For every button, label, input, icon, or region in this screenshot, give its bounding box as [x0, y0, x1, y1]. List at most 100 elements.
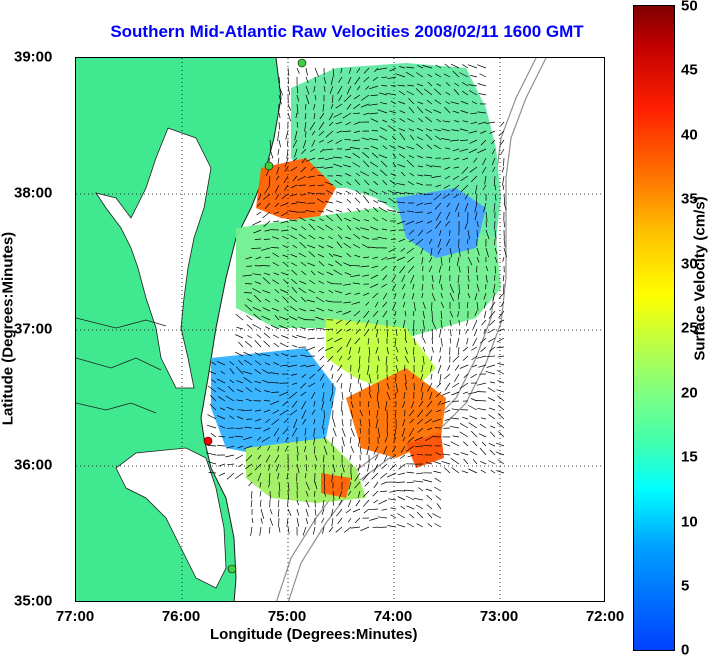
colorbar-tick: 40: [681, 126, 698, 144]
velocity-vector: [328, 121, 334, 127]
velocity-vector: [404, 373, 407, 384]
velocity-vector: [381, 283, 388, 288]
velocity-vector: [271, 391, 280, 393]
velocity-vector: [279, 409, 289, 416]
velocity-vector: [287, 490, 290, 500]
velocity-vector: [407, 118, 415, 123]
velocity-vector: [318, 121, 325, 130]
velocity-vector: [254, 369, 262, 375]
velocity-vector: [288, 210, 298, 213]
velocity-vector: [415, 238, 424, 246]
velocity-vector: [396, 524, 406, 528]
velocity-vector: [325, 201, 334, 204]
velocity-vector: [263, 427, 271, 432]
velocity-vector: [336, 508, 343, 517]
velocity-vector: [353, 310, 361, 317]
velocity-vector: [335, 260, 343, 267]
x-tick-label: 77:00: [55, 608, 95, 625]
velocity-vector: [444, 175, 451, 180]
velocity-vector: [309, 121, 316, 131]
velocity-vector: [286, 517, 289, 527]
velocity-vector: [496, 337, 505, 343]
velocity-vector: [292, 175, 298, 182]
velocity-vector: [335, 200, 343, 204]
velocity-vector: [470, 430, 478, 438]
velocity-vector: [304, 103, 307, 110]
velocity-vector: [381, 76, 388, 79]
velocity-vector: [494, 184, 496, 191]
velocity-vector: [235, 334, 244, 339]
velocity-vector: [397, 145, 406, 150]
velocity-vector: [207, 414, 217, 420]
velocity-vector: [415, 72, 424, 78]
velocity-vector: [426, 144, 433, 150]
velocity-vector: [345, 121, 352, 126]
velocity-vector: [338, 490, 343, 499]
velocity-vector: [270, 247, 280, 249]
velocity-vector: [416, 418, 424, 425]
velocity-vector: [365, 319, 370, 328]
velocity-vector: [287, 526, 290, 534]
velocity-vector: [296, 67, 300, 74]
velocity-vector: [400, 171, 406, 177]
velocity-vector: [337, 226, 343, 231]
velocity-vector: [400, 445, 406, 453]
velocity-vector: [498, 328, 505, 332]
velocity-vector: [310, 270, 316, 276]
velocity-vector: [296, 201, 307, 204]
velocity-vector: [292, 139, 298, 148]
velocity-vector: [378, 92, 388, 96]
velocity-vector: [381, 190, 388, 195]
velocity-vector: [488, 414, 496, 420]
velocity-vector: [501, 166, 505, 173]
velocity-vector: [290, 253, 298, 258]
velocity-vector: [368, 346, 371, 356]
velocity-vector: [426, 156, 433, 159]
velocity-vector: [355, 227, 361, 231]
x-tick-label: 75:00: [267, 608, 307, 625]
velocity-vector: [494, 274, 496, 281]
velocity-vector: [431, 175, 442, 178]
velocity-vector: [494, 256, 498, 263]
velocity-vector: [281, 229, 289, 232]
velocity-vector: [485, 247, 489, 258]
velocity-vector: [482, 157, 487, 166]
velocity-vector: [372, 217, 379, 222]
velocity-vector: [372, 206, 379, 213]
velocity-vector: [319, 139, 325, 143]
velocity-vector: [264, 184, 271, 194]
velocity-vector: [418, 400, 424, 407]
velocity-vector: [287, 103, 292, 111]
velocity-vector: [496, 346, 505, 349]
velocity-vector: [317, 225, 325, 231]
velocity-vector: [376, 364, 379, 374]
velocity-vector: [341, 418, 344, 427]
velocity-vector: [336, 346, 343, 353]
velocity-vector: [291, 227, 298, 231]
velocity-vector: [488, 442, 496, 447]
velocity-vector: [254, 388, 262, 393]
velocity-vector: [296, 508, 300, 516]
chesapeake-bay: [95, 127, 212, 389]
velocity-vector: [359, 382, 363, 391]
velocity-vector: [346, 198, 352, 204]
velocity-vector: [480, 417, 487, 420]
velocity-vector: [305, 94, 310, 105]
velocity-vector: [280, 220, 289, 224]
velocity-vector: [395, 355, 398, 362]
velocity-vector: [247, 335, 253, 339]
velocity-vector: [305, 472, 307, 479]
velocity-vector: [335, 103, 343, 109]
velocity-vector: [291, 278, 298, 285]
velocity-vector: [258, 193, 262, 201]
velocity-vector: [386, 472, 397, 478]
velocity-vector: [476, 229, 478, 238]
velocity-vector: [480, 460, 487, 465]
velocity-vector: [378, 206, 388, 213]
velocity-vector: [459, 431, 469, 438]
velocity-vector: [291, 382, 298, 385]
velocity-vector: [451, 382, 460, 388]
velocity-vector: [206, 452, 217, 456]
velocity-vector: [323, 148, 334, 151]
velocity-vector: [431, 165, 442, 168]
